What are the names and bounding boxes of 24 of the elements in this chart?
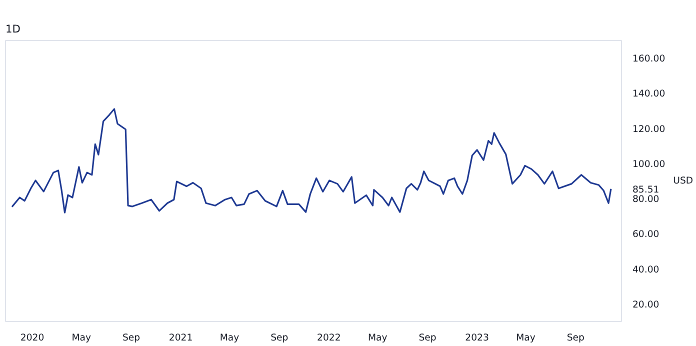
y-tick-label: 40.00: [632, 264, 660, 276]
x-tick-label: 2021: [168, 332, 193, 344]
chart-title: 1D: [6, 22, 20, 36]
line-series: [11, 108, 612, 214]
x-tick-label: May: [220, 332, 240, 344]
y-tick-label: 60.00: [632, 229, 660, 240]
x-tick-label: Sep: [566, 332, 585, 344]
x-tick-label: 2022: [317, 332, 341, 344]
x-tick-label: Sep: [418, 332, 436, 344]
x-tick-label: Sep: [270, 332, 288, 344]
x-tick-label: May: [72, 332, 92, 344]
x-tick-label: May: [368, 332, 388, 344]
y-tick-label: 100.00: [632, 158, 666, 170]
y-axis-title: USD: [673, 176, 694, 186]
x-tick-label: 2023: [465, 332, 489, 344]
x-tick-label: 2020: [20, 332, 44, 344]
x-tick-label: Sep: [122, 332, 140, 344]
y-tick-label: 80.00: [632, 194, 660, 206]
y-tick-label: 140.00: [632, 88, 666, 100]
x-tick-label: May: [516, 332, 536, 344]
y-tick-label: 85.51: [632, 184, 660, 196]
y-tick-label: 120.00: [632, 124, 666, 135]
y-tick-label: 20.00: [632, 299, 660, 310]
y-tick-label: 160.00: [632, 54, 666, 65]
